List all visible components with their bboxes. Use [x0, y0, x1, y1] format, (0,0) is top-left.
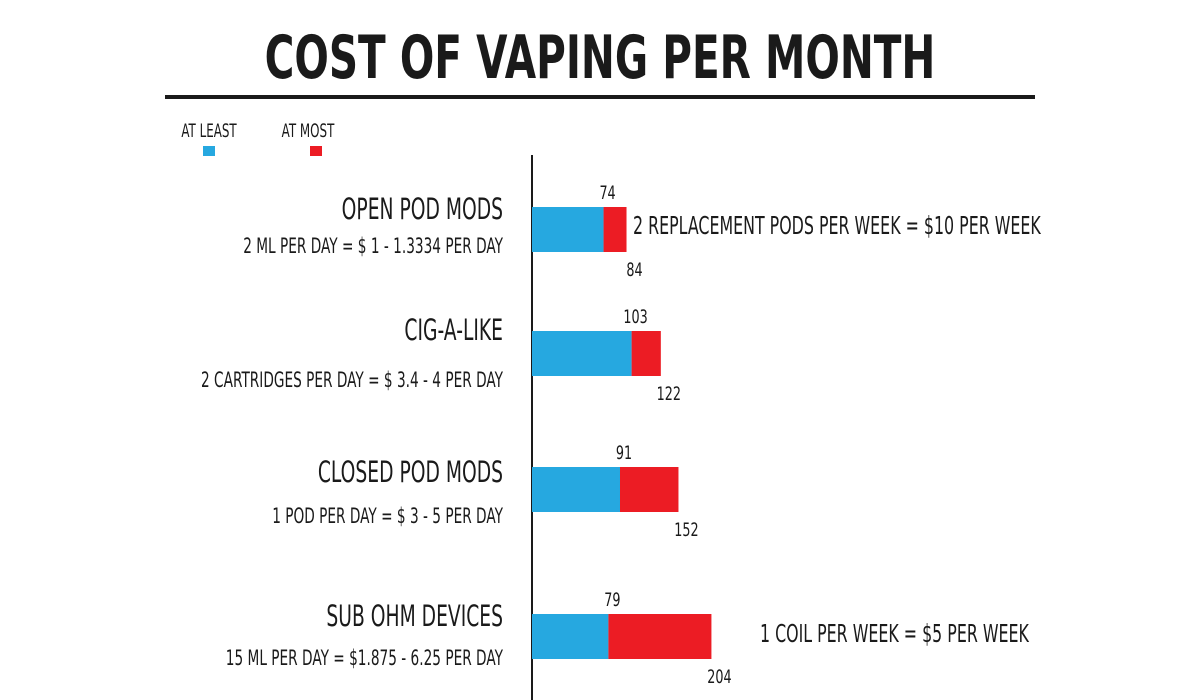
category-name: CLOSED POD MODS [318, 455, 503, 489]
value-label-at-least: 91 [616, 441, 632, 463]
category-subtitle: 2 CARTRIDGES PER DAY = $ 3.4 - 4 PER DAY [201, 368, 503, 393]
category-subtitle: 15 ML PER DAY = $1.875 - 6.25 PER DAY [226, 646, 503, 671]
legend: AT LEAST AT MOST [181, 119, 335, 156]
bar-at-most [603, 207, 627, 252]
legend-swatch [310, 146, 322, 156]
category-name: OPEN POD MODS [342, 192, 503, 226]
value-label-at-most: 122 [657, 382, 681, 404]
bar-at-least [532, 331, 632, 376]
bars [532, 207, 712, 659]
bar-at-most [631, 331, 661, 376]
value-label-at-most: 84 [626, 258, 642, 280]
legend-swatch [203, 146, 215, 156]
bar-at-most [619, 467, 679, 512]
category-subtitle: 1 POD PER DAY = $ 3 - 5 PER DAY [272, 504, 503, 529]
category-note: 1 COIL PER WEEK = $5 PER WEEK [760, 619, 1030, 648]
value-labels: 74 84 103 122 91 152 79 204 [599, 181, 731, 687]
bar-at-least [532, 614, 609, 659]
category-subtitle: 2 ML PER DAY = $ 1 - 1.3334 PER DAY [243, 234, 503, 259]
legend-label: AT LEAST [181, 119, 237, 142]
value-label-at-least: 79 [604, 588, 620, 610]
legend-label: AT MOST [282, 119, 335, 142]
bar-at-least [532, 207, 604, 252]
value-label-at-most: 204 [707, 665, 731, 687]
chart-title: COST OF VAPING PER MONTH [265, 24, 936, 93]
category-name: CIG-A-LIKE [404, 313, 503, 347]
value-label-at-most: 152 [674, 518, 698, 540]
value-label-at-least: 103 [623, 305, 647, 327]
bar-at-least [532, 467, 620, 512]
bar-at-most [608, 614, 712, 659]
notes: 2 REPLACEMENT PODS PER WEEK = $10 PER WE… [633, 211, 1042, 648]
title-underline [165, 95, 1035, 99]
category-name: SUB OHM DEVICES [326, 599, 503, 633]
category-note: 2 REPLACEMENT PODS PER WEEK = $10 PER WE… [633, 211, 1042, 240]
value-label-at-least: 74 [599, 181, 615, 203]
category-labels: OPEN POD MODS 2 ML PER DAY = $ 1 - 1.3334… [201, 192, 503, 671]
